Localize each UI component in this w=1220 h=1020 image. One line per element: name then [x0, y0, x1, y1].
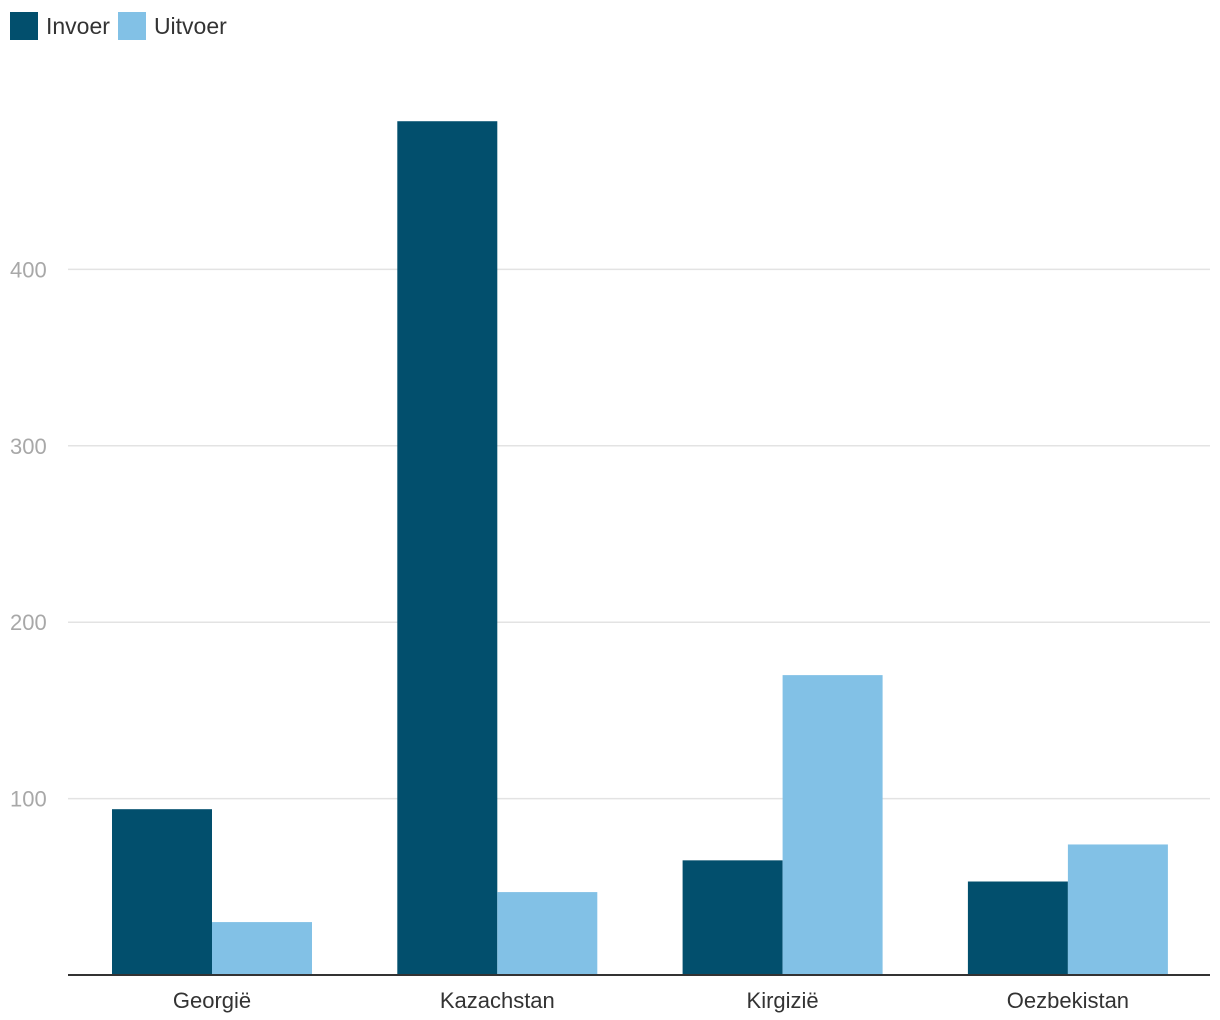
bar-uitvoer-georgië	[212, 922, 312, 975]
bar-uitvoer-kazachstan	[497, 892, 598, 975]
bar-uitvoer-oezbekistan	[1067, 844, 1168, 975]
gridlines	[68, 268, 1210, 800]
bars	[112, 121, 1168, 975]
x-tick-label-georgië: Georgië	[173, 988, 251, 1013]
x-tick-label-kazachstan: Kazachstan	[440, 988, 555, 1013]
legend-label-uitvoer: Uitvoer	[153, 12, 227, 39]
y-tick-label-300: 300	[10, 434, 47, 459]
legend-swatch-invoer	[10, 12, 38, 40]
y-axis-ticks: 100 200 300 400	[10, 257, 47, 811]
x-tick-label-oezbekistan: Oezbekistan	[1007, 988, 1129, 1013]
bar-uitvoer-kirgizië	[782, 675, 883, 975]
x-axis-labels: Georgië Kazachstan Kirgizië Oezbekistan	[173, 988, 1129, 1013]
y-tick-label-200: 200	[10, 610, 47, 635]
bar-invoer-oezbekistan	[967, 881, 1068, 975]
legend-item-invoer: Invoer	[10, 12, 110, 40]
y-tick-label-400: 400	[10, 257, 47, 282]
bar-invoer-georgië	[112, 809, 212, 975]
x-tick-label-kirgizië: Kirgizië	[747, 988, 819, 1013]
legend-label-invoer: Invoer	[46, 12, 110, 39]
legend-swatch-uitvoer	[117, 12, 146, 40]
bar-invoer-kazachstan	[397, 121, 498, 975]
bar-invoer-kirgizië	[682, 860, 783, 975]
legend: Invoer Uitvoer	[10, 10, 235, 42]
y-tick-label-100: 100	[10, 787, 47, 812]
legend-item-uitvoer: Uitvoer	[117, 12, 227, 40]
